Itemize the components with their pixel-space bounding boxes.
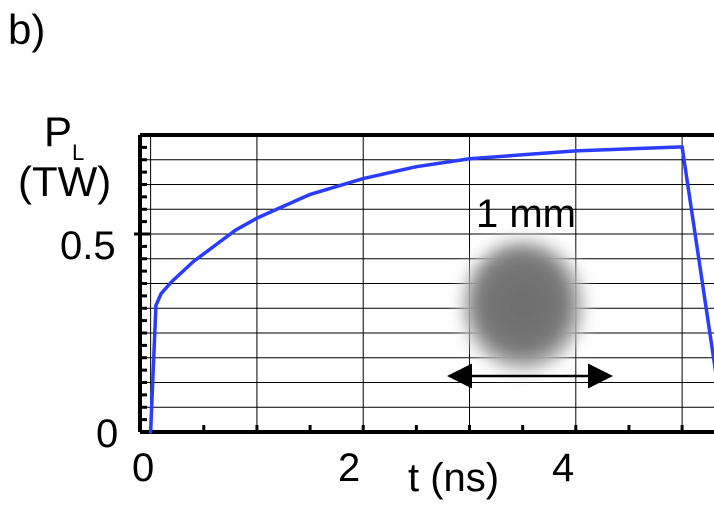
x-tick-label: 0: [132, 446, 155, 490]
grid: [140, 134, 714, 432]
y-axis-label: P: [44, 108, 73, 155]
axes: [134, 133, 714, 434]
y-axis-unit: (TW): [18, 158, 112, 205]
beam-spot-core: [475, 250, 565, 350]
series-line: [148, 145, 714, 434]
x-tick-label: 4: [552, 446, 575, 490]
y-tick-label: 0: [96, 412, 119, 456]
y-tick-label: 0.5: [60, 224, 116, 268]
panel-label: b): [8, 6, 46, 53]
y-axis-label-subscript: L: [72, 140, 85, 165]
x-axis-label: t (ns): [408, 456, 500, 500]
series-layer: [148, 145, 714, 434]
x-tick-label: 2: [338, 446, 361, 490]
scale-bar-label: 1 mm: [476, 192, 576, 236]
beam-spot-inset: [447, 227, 613, 389]
